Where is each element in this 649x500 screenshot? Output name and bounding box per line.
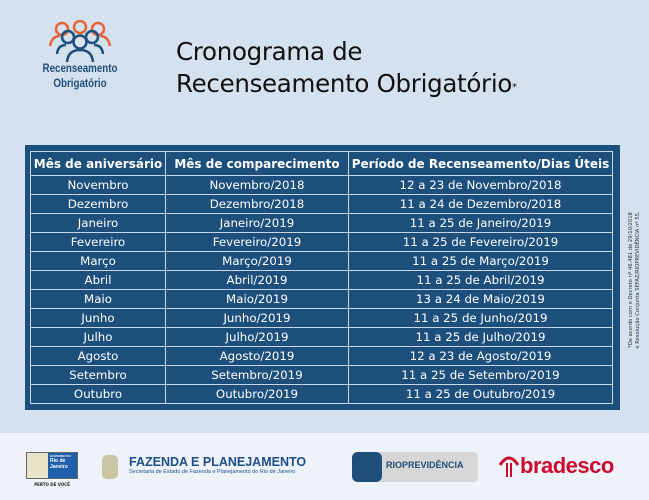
gov-text: Janeiro xyxy=(50,464,68,470)
period-cell: 12 a 23 de Novembro/2018 xyxy=(348,175,613,195)
column-header: Mês de aniversário xyxy=(30,151,166,176)
period-cell: 13 a 24 de Maio/2019 xyxy=(348,289,613,309)
attendance-month-cell: Abril/2019 xyxy=(165,270,349,290)
period-cell: 11 a 25 de Setembro/2019 xyxy=(348,365,613,385)
fazenda-name: FAZENDA E PLANEJAMENTO xyxy=(129,455,307,469)
logo-text-line1: Recenseamento xyxy=(42,63,118,75)
rioprev-name: RIOPREVIDÊNCIA xyxy=(386,460,464,470)
birth-month-cell: Junho xyxy=(30,308,166,328)
sponsor-footer: GOVERNO DO Rio de Janeiro PERTO DE VOCÊ … xyxy=(0,433,649,500)
period-cell: 11 a 25 de Junho/2019 xyxy=(348,308,613,328)
people-group-icon xyxy=(48,20,112,62)
period-cell: 11 a 25 de Abril/2019 xyxy=(348,270,613,290)
logo-text-line2: Obrigatório xyxy=(53,78,107,90)
attendance-month-cell: Março/2019 xyxy=(165,251,349,271)
attendance-month-cell: Maio/2019 xyxy=(165,289,349,309)
period-cell: 11 a 25 de Março/2019 xyxy=(348,251,613,271)
schedule-table: Mês de aniversário Mês de comparecimento… xyxy=(30,151,613,404)
birth-month-cell: Fevereiro xyxy=(30,232,166,252)
birth-month-cell: Março xyxy=(30,251,166,271)
bradesco-tree-icon xyxy=(498,456,520,477)
birth-month-cell: Abril xyxy=(30,270,166,290)
table-row: Janeiro Janeiro/2019 11 a 25 de Janeiro/20… xyxy=(30,213,613,233)
column-header: Período de Recenseamento/Dias Úteis xyxy=(348,151,613,176)
footnote: *De acordo com o Decreto nº 46.481 de 29… xyxy=(620,160,649,400)
rioprev-symbol-icon xyxy=(352,452,382,482)
table-row: Março Março/2019 11 a 25 de Março/2019 xyxy=(30,251,613,271)
bradesco-name: bradesco xyxy=(520,453,614,478)
gov-text: GOVERNO DO xyxy=(50,454,71,458)
footnote-line1: *De acordo com o Decreto nº 46.481 de 29… xyxy=(627,212,634,348)
attendance-month-cell: Dezembro/2018 xyxy=(165,194,349,214)
period-cell: 11 a 25 de Janeiro/2019 xyxy=(348,213,613,233)
gov-text: Rio de xyxy=(50,458,66,464)
birth-month-cell: Novembro xyxy=(30,175,166,195)
coat-of-arms-icon xyxy=(27,453,48,478)
table-row: Setembro Setembro/2019 11 a 25 de Setembro… xyxy=(30,365,613,385)
page-title: Cronograma de Recenseamento Obrigatório* xyxy=(176,36,517,100)
gov-tagline: PERTO DE VOCÊ xyxy=(34,482,70,487)
attendance-month-cell: Setembro/2019 xyxy=(165,365,349,385)
footnote-line2: e Resolução Conjunta SEFAZ/RIOPREVIDÊNCI… xyxy=(634,211,641,349)
period-cell: 11 a 25 de Fevereiro/2019 xyxy=(348,232,613,252)
bradesco-logo: bradesco xyxy=(498,453,614,479)
coat-of-arms-icon xyxy=(102,455,118,479)
birth-month-cell: Maio xyxy=(30,289,166,309)
schedule-panel: Mês de aniversário Mês de comparecimento… xyxy=(25,145,620,410)
footnote-mark: * xyxy=(512,82,517,93)
title-line1: Cronograma de xyxy=(176,37,363,66)
birth-month-cell: Outubro xyxy=(30,384,166,404)
attendance-month-cell: Janeiro/2019 xyxy=(165,213,349,233)
rioprevidencia-logo: RIOPREVIDÊNCIA xyxy=(352,452,478,482)
attendance-month-cell: Agosto/2019 xyxy=(165,346,349,366)
attendance-month-cell: Fevereiro/2019 xyxy=(165,232,349,252)
table-row: Agosto Agosto/2019 12 a 23 de Agosto/2019 xyxy=(30,346,613,366)
table-row: Dezembro Dezembro/2018 11 a 24 de Dezembro… xyxy=(30,194,613,214)
birth-month-cell: Julho xyxy=(30,327,166,347)
column-header: Mês de comparecimento xyxy=(165,151,349,176)
table-row: Fevereiro Fevereiro/2019 11 a 25 de Fevere… xyxy=(30,232,613,252)
title-line2: Recenseamento Obrigatório xyxy=(176,69,513,98)
table-row: Junho Junho/2019 11 a 25 de Junho/2019 xyxy=(30,308,613,328)
fazenda-logo: FAZENDA E PLANEJAMENTO Secretaria de Est… xyxy=(129,455,306,475)
period-cell: 11 a 25 de Outubro/2019 xyxy=(348,384,613,404)
table-row: Maio Maio/2019 13 a 24 de Maio/2019 xyxy=(30,289,613,309)
table-header-row: Mês de aniversário Mês de comparecimento… xyxy=(30,151,613,176)
birth-month-cell: Dezembro xyxy=(30,194,166,214)
birth-month-cell: Agosto xyxy=(30,346,166,366)
table-row: Novembro Novembro/2018 12 a 23 de Novembro… xyxy=(30,175,613,195)
recenseamento-logo: Recenseamento Obrigatório xyxy=(30,20,130,92)
attendance-month-cell: Outubro/2019 xyxy=(165,384,349,404)
attendance-month-cell: Novembro/2018 xyxy=(165,175,349,195)
fazenda-subtitle: Secretaria de Estado de Fazenda e Planej… xyxy=(129,469,296,475)
table-row: Julho Julho/2019 11 a 25 de Julho/2019 xyxy=(30,327,613,347)
period-cell: 12 a 23 de Agosto/2019 xyxy=(348,346,613,366)
table-row: Outubro Outubro/2019 11 a 25 de Outubro/20… xyxy=(30,384,613,404)
governo-rj-logo: GOVERNO DO Rio de Janeiro PERTO DE VOCÊ xyxy=(26,452,78,487)
birth-month-cell: Janeiro xyxy=(30,213,166,233)
attendance-month-cell: Junho/2019 xyxy=(165,308,349,328)
table-row: Abril Abril/2019 11 a 25 de Abril/2019 xyxy=(30,270,613,290)
period-cell: 11 a 24 de Dezembro/2018 xyxy=(348,194,613,214)
period-cell: 11 a 25 de Julho/2019 xyxy=(348,327,613,347)
attendance-month-cell: Julho/2019 xyxy=(165,327,349,347)
birth-month-cell: Setembro xyxy=(30,365,166,385)
